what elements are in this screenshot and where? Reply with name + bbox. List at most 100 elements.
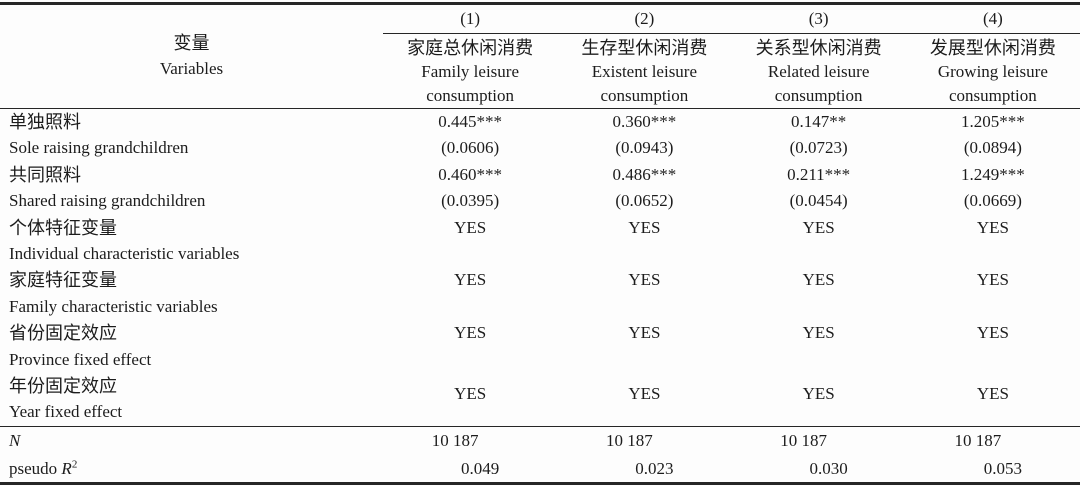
- header-column-name: 生存型休闲消费 Existent leisure consumption: [557, 34, 731, 108]
- stderr-cell: (0.0395): [441, 191, 500, 211]
- column-name-zh: 发展型休闲消费: [929, 37, 1056, 58]
- empty-cell: [906, 347, 1080, 373]
- coefficient-cell: 0.460***: [438, 164, 502, 184]
- empty-cell: [383, 399, 557, 425]
- observations-value: 10 187: [780, 431, 827, 451]
- coefficient-cell: 0.360***: [612, 112, 677, 131]
- row-label-zh: 单独照料: [9, 112, 81, 132]
- stats-top-rule: [0, 425, 1080, 428]
- coefficient-cell: 0.445***: [438, 112, 502, 131]
- table-row: 单独照料 0.445*** 0.360*** 0.147** 1.205***: [0, 109, 1080, 135]
- empty-cell: [906, 294, 1080, 320]
- pseudo-r2-value: 0.053: [983, 458, 1022, 478]
- pseudo-prefix: pseudo: [9, 458, 62, 478]
- column-name-en: consumption: [600, 85, 689, 105]
- control-value: YES: [628, 383, 661, 403]
- column-name-zh: 生存型休闲消费: [581, 37, 708, 58]
- empty-cell: [732, 241, 906, 267]
- coefficient-cell: 1.249***: [961, 164, 1025, 184]
- table-stats: N 10 187 10 187 10 187 10 187 pseudo R2 …: [0, 427, 1080, 482]
- control-cell: YES: [557, 373, 731, 403]
- table-row: Family characteristic variables: [0, 294, 1080, 320]
- header-model-columns: (1) (2) (3) (4) 家庭总休闲消费 Family leisure c…: [383, 5, 1080, 108]
- empty-cell: [906, 399, 1080, 425]
- control-cell: YES: [454, 217, 487, 237]
- column-name-en: Family leisure: [421, 61, 519, 81]
- empty-cell: [557, 399, 731, 425]
- observations-value: 10 187: [431, 431, 479, 451]
- table-row: Sole raising grandchildren (0.0606) (0.0…: [0, 135, 1080, 161]
- row-label-en: Shared raising grandchildren: [9, 191, 206, 211]
- pseudo-r2-value: 0.023: [635, 458, 674, 478]
- empty-cell: [557, 241, 731, 267]
- observations-cell: 10 187: [906, 427, 1080, 455]
- control-value: YES: [802, 383, 835, 403]
- header-model-name-row: 家庭总休闲消费 Family leisure consumption 生存型休闲…: [383, 34, 1080, 108]
- header-model-number: (3): [808, 8, 829, 28]
- observations-row: N 10 187 10 187 10 187 10 187: [0, 427, 1080, 455]
- stderr-cell: (0.0894): [963, 138, 1022, 158]
- empty-cell: [732, 347, 906, 373]
- control-cell: YES: [454, 270, 487, 290]
- row-label-en: Family characteristic variables: [9, 296, 218, 316]
- table-row: Year fixed effect: [0, 399, 1080, 425]
- stderr-cell: (0.0723): [789, 138, 848, 158]
- header-column-name: 发展型休闲消费 Growing leisure consumption: [906, 34, 1080, 108]
- table-body: 单独照料 0.445*** 0.360*** 0.147** 1.205*** …: [0, 109, 1080, 426]
- squared-superscript: 2: [71, 458, 78, 471]
- column-name-zh: 家庭总休闲消费: [407, 37, 534, 58]
- control-cell: YES: [732, 373, 906, 403]
- row-label-zh: 个体特征变量: [9, 217, 117, 238]
- row-label-en: Province fixed effect: [9, 349, 152, 369]
- header-column-name: 家庭总休闲消费 Family leisure consumption: [383, 34, 557, 108]
- table-bottom-rule: [0, 482, 1080, 485]
- control-value: YES: [976, 383, 1009, 403]
- control-cell: YES: [802, 270, 835, 290]
- row-label-zh: 家庭特征变量: [9, 270, 117, 291]
- table-header: 变量 Variables (1) (2) (3) (4) 家庭总休闲消费 Fam…: [0, 5, 1080, 108]
- header-model-number: (2): [634, 8, 655, 28]
- row-label-zh: 年份固定效应: [9, 375, 117, 396]
- stderr-cell: (0.0454): [789, 191, 848, 211]
- n-symbol: N: [9, 431, 21, 451]
- empty-cell: [383, 294, 557, 320]
- empty-cell: [557, 347, 731, 373]
- control-cell: YES: [802, 323, 835, 343]
- column-name-zh: 关系型休闲消费: [755, 37, 882, 58]
- control-cell: YES: [628, 323, 661, 343]
- table-row: Shared raising grandchildren (0.0395) (0…: [0, 188, 1080, 214]
- header-variables-zh: 变量: [173, 33, 210, 53]
- column-name-en: consumption: [426, 85, 515, 105]
- control-cell: YES: [454, 323, 487, 343]
- control-cell: YES: [976, 323, 1009, 343]
- column-name-en: Growing leisure: [937, 61, 1048, 81]
- control-cell: YES: [628, 270, 661, 290]
- coefficient-cell: 1.205***: [961, 112, 1025, 131]
- column-name-en: consumption: [774, 85, 863, 105]
- header-bottom-rule: [0, 107, 1080, 109]
- table-row: 个体特征变量 YES YES YES YES: [0, 215, 1080, 241]
- header-variables-en: Variables: [159, 59, 224, 78]
- table-row: 家庭特征变量 YES YES YES YES: [0, 267, 1080, 293]
- control-cell: YES: [976, 217, 1009, 237]
- control-cell: YES: [976, 270, 1009, 290]
- table-row: Province fixed effect: [0, 347, 1080, 373]
- table-row: Individual characteristic variables: [0, 241, 1080, 267]
- header-model-number: (4): [982, 8, 1003, 28]
- coefficient-cell: 0.486***: [612, 164, 677, 184]
- pseudo-r2-value: 0.049: [461, 458, 500, 478]
- header-model-number: (1): [460, 8, 481, 28]
- pseudo-r2-label: pseudo R2: [0, 455, 383, 483]
- column-name-en: Related leisure: [767, 61, 870, 81]
- empty-cell: [732, 294, 906, 320]
- stderr-cell: (0.0652): [615, 191, 674, 211]
- empty-cell: [557, 294, 731, 320]
- row-label-en: Sole raising grandchildren: [9, 138, 189, 158]
- pseudo-r2-cell: 0.053: [906, 455, 1080, 483]
- table-row: 年份固定效应 YES YES YES YES: [0, 373, 1080, 403]
- pseudo-r2-row: pseudo R2 0.049 0.023 0.030 0.053: [0, 455, 1080, 483]
- control-cell: YES: [906, 373, 1080, 403]
- table-top-rule: [0, 2, 1080, 5]
- control-cell: YES: [802, 217, 835, 237]
